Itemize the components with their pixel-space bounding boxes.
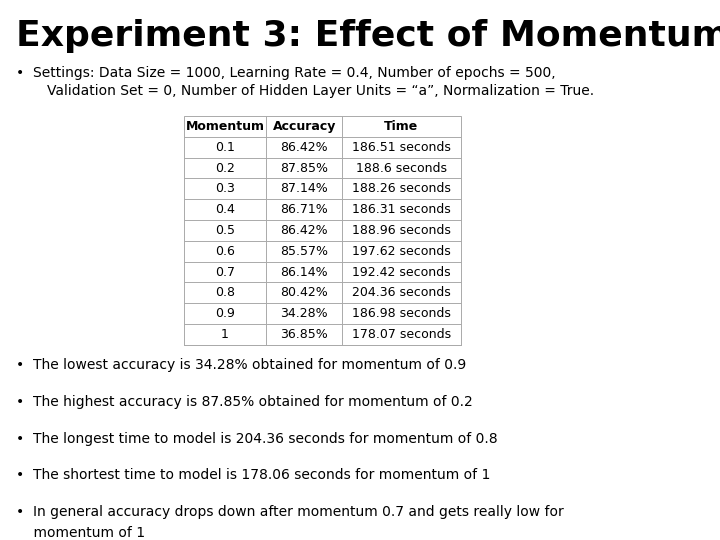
Text: 0.6: 0.6: [215, 245, 235, 258]
Bar: [184, 116, 461, 345]
Text: 188.26 seconds: 188.26 seconds: [352, 183, 451, 195]
Text: Time: Time: [384, 120, 418, 133]
Text: 192.42 seconds: 192.42 seconds: [352, 266, 451, 279]
Text: •  Settings: Data Size = 1000, Learning Rate = 0.4, Number of epochs = 500,: • Settings: Data Size = 1000, Learning R…: [16, 66, 555, 80]
Text: 0.1: 0.1: [215, 141, 235, 154]
Text: 85.57%: 85.57%: [280, 245, 328, 258]
Text: Momentum: Momentum: [186, 120, 264, 133]
Text: 0.8: 0.8: [215, 286, 235, 299]
Text: 178.07 seconds: 178.07 seconds: [352, 328, 451, 341]
Text: 86.42%: 86.42%: [280, 224, 328, 237]
Text: momentum of 1: momentum of 1: [16, 526, 145, 539]
Text: •  The longest time to model is 204.36 seconds for momentum of 0.8: • The longest time to model is 204.36 se…: [16, 432, 498, 445]
Text: Accuracy: Accuracy: [272, 120, 336, 133]
Text: 34.28%: 34.28%: [280, 307, 328, 320]
Text: •  The shortest time to model is 178.06 seconds for momentum of 1: • The shortest time to model is 178.06 s…: [16, 468, 490, 482]
Text: 0.7: 0.7: [215, 266, 235, 279]
Text: 1: 1: [221, 328, 229, 341]
Text: 0.5: 0.5: [215, 224, 235, 237]
Text: 0.3: 0.3: [215, 183, 235, 195]
Text: 86.14%: 86.14%: [280, 266, 328, 279]
Text: 87.85%: 87.85%: [280, 161, 328, 174]
Text: •  The highest accuracy is 87.85% obtained for momentum of 0.2: • The highest accuracy is 87.85% obtaine…: [16, 395, 472, 409]
Text: 0.4: 0.4: [215, 203, 235, 216]
Text: 36.85%: 36.85%: [280, 328, 328, 341]
Text: 186.31 seconds: 186.31 seconds: [352, 203, 451, 216]
Text: 188.6 seconds: 188.6 seconds: [356, 161, 447, 174]
Text: •  The lowest accuracy is 34.28% obtained for momentum of 0.9: • The lowest accuracy is 34.28% obtained…: [16, 359, 466, 372]
Text: Validation Set = 0, Number of Hidden Layer Units = “a”, Normalization = True.: Validation Set = 0, Number of Hidden Lay…: [47, 84, 594, 98]
Text: 86.71%: 86.71%: [280, 203, 328, 216]
Text: 186.51 seconds: 186.51 seconds: [352, 141, 451, 154]
Text: 186.98 seconds: 186.98 seconds: [352, 307, 451, 320]
Text: 197.62 seconds: 197.62 seconds: [352, 245, 451, 258]
Text: 188.96 seconds: 188.96 seconds: [352, 224, 451, 237]
Text: 0.2: 0.2: [215, 161, 235, 174]
Text: •  In general accuracy drops down after momentum 0.7 and gets really low for: • In general accuracy drops down after m…: [16, 505, 564, 519]
Text: 86.42%: 86.42%: [280, 141, 328, 154]
Text: 87.14%: 87.14%: [280, 183, 328, 195]
Text: Experiment 3: Effect of Momentum: Experiment 3: Effect of Momentum: [16, 19, 720, 53]
Text: 0.9: 0.9: [215, 307, 235, 320]
Text: 80.42%: 80.42%: [280, 286, 328, 299]
Text: 204.36 seconds: 204.36 seconds: [352, 286, 451, 299]
